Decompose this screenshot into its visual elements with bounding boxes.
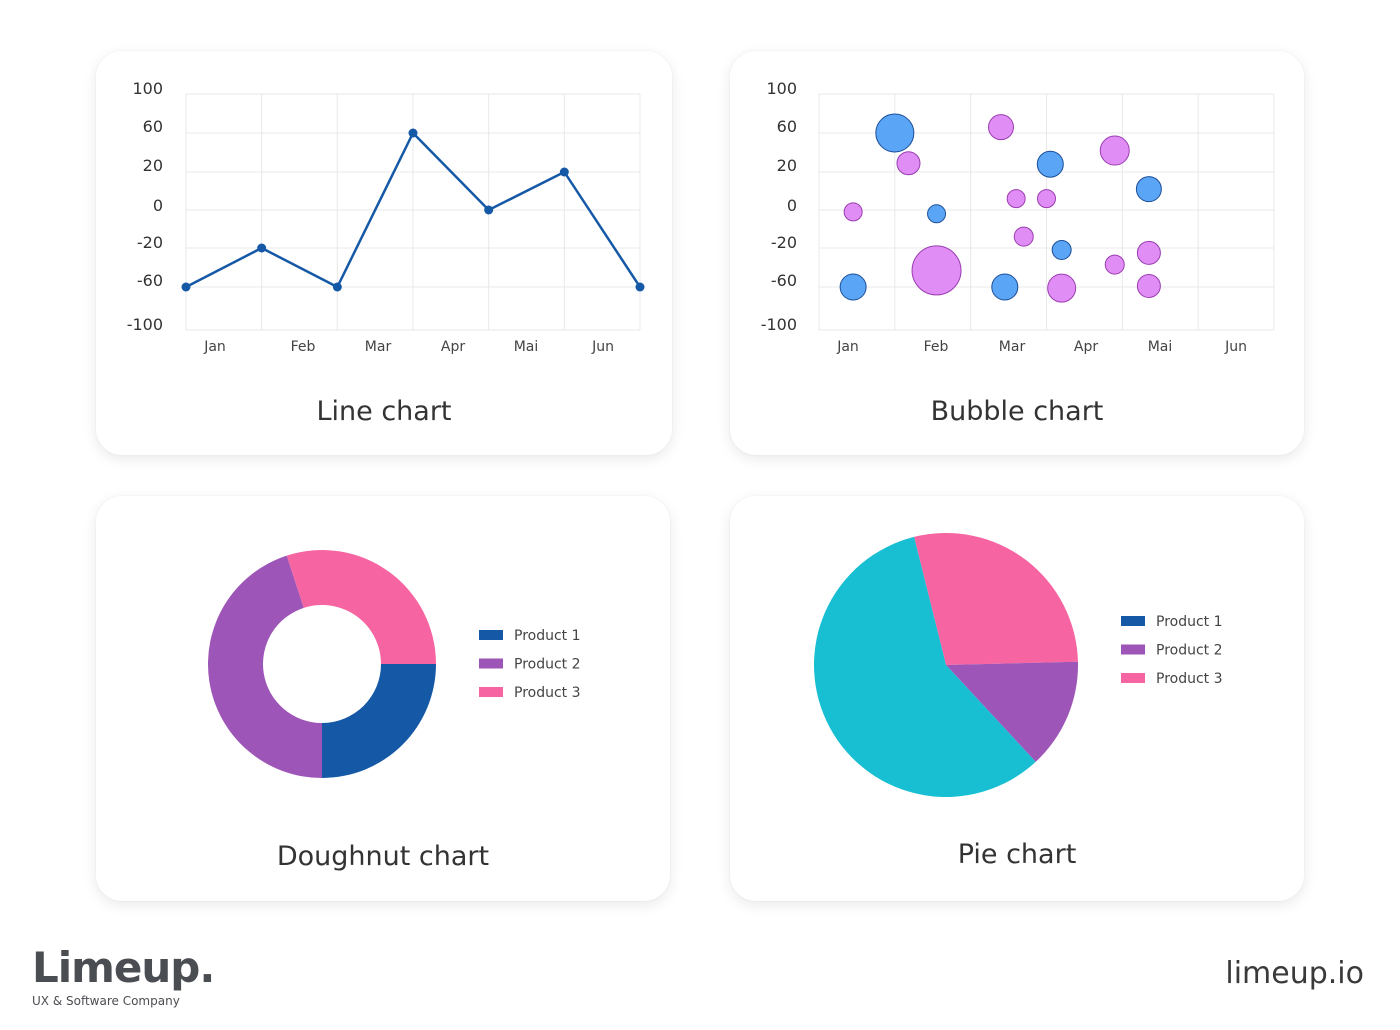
bubble-point: [988, 114, 1014, 141]
line-point: [635, 282, 645, 292]
pie-chart-card: Product 1 Product 2 Product 3 Pie chart: [730, 496, 1304, 901]
x-tick-label: Mar: [365, 339, 392, 355]
bubble-point: [1036, 150, 1064, 178]
legend-swatch: [1121, 644, 1145, 655]
bubble-point: [1136, 274, 1161, 299]
y-tick-label: -100: [127, 315, 163, 334]
pie-slice: [946, 661, 1078, 762]
y-tick-label: -100: [761, 315, 797, 334]
bubble-point: [1006, 189, 1026, 209]
x-tick-label: Jun: [591, 339, 614, 355]
line-point: [484, 205, 494, 215]
x-tick-label: Jan: [203, 339, 226, 355]
line-point: [408, 128, 418, 138]
brand-tagline: UX & Software Company: [32, 994, 180, 1008]
x-tick-label: Apr: [1074, 339, 1098, 355]
bubble-point: [927, 204, 947, 224]
line-chart-svg: 100 60 20 0 -20 -60 -100 Jan Feb Mar Apr Mai Jun: [127, 79, 645, 355]
legend-swatch: [479, 658, 503, 669]
bubble-point: [1135, 176, 1162, 203]
x-tick-label: Mai: [1148, 339, 1173, 355]
y-tick-label: 100: [766, 79, 797, 98]
bubble-chart-card: 100 60 20 0 -20 -60 -100 Jan Feb Mar Apr Mai Jun Bub…: [730, 51, 1304, 455]
x-tick-label: Apr: [441, 339, 465, 355]
legend-swatch: [479, 630, 503, 640]
bubble-point: [1104, 254, 1125, 275]
y-tick-label: 100: [132, 79, 163, 98]
bubble-point: [1013, 226, 1034, 247]
doughnut-chart-svg: Product 1 Product 2 Product 3: [207, 550, 581, 778]
bubble-point: [1099, 135, 1130, 166]
bubble-point: [1136, 240, 1161, 265]
doughnut-chart-card: Product 1 Product 2 Product 3 Doughnut cha…: [96, 496, 670, 901]
line-chart-card: 100 60 20 0 -20 -60 -100 Jan Feb Mar Apr Mai Jun Lin…: [96, 51, 672, 455]
line-point: [257, 243, 267, 253]
doughnut-chart-title: Doughnut chart: [276, 841, 490, 872]
bubble-chart-svg: 100 60 20 0 -20 -60 -100 Jan Feb Mar Apr Mai Jun: [761, 79, 1275, 355]
bubble-point: [1037, 189, 1056, 209]
line-point: [332, 282, 342, 292]
line-chart-title: Line chart: [316, 396, 452, 427]
y-tick-label: -60: [771, 271, 797, 290]
legend-swatch: [1121, 616, 1145, 626]
legend-swatch: [479, 687, 503, 697]
y-tick-label: 0: [153, 196, 163, 215]
x-tick-label: Feb: [924, 339, 949, 355]
line-point: [181, 282, 191, 292]
bubble-chart-title: Bubble chart: [930, 396, 1104, 427]
bubble-point: [839, 273, 867, 301]
brand-name: Limeup.: [32, 943, 215, 992]
bubble-point: [1051, 239, 1072, 260]
legend-label: Product 2: [1156, 643, 1223, 659]
x-tick-label: Feb: [291, 339, 316, 355]
brand-site: limeup.io: [1225, 956, 1364, 991]
doughnut-slice: [207, 555, 322, 778]
x-tick-label: Mai: [514, 339, 539, 355]
legend-swatch: [1121, 673, 1145, 683]
pie-chart-title: Pie chart: [957, 839, 1077, 870]
bubble-point: [896, 151, 921, 176]
x-tick-label: Mar: [999, 339, 1026, 355]
bubble-point: [1047, 273, 1077, 303]
legend-label: Product 3: [514, 685, 581, 701]
legend-label: Product 2: [514, 657, 581, 673]
brand-logo: Limeup. UX & Software Company: [32, 943, 215, 1009]
bubble-point: [875, 113, 915, 153]
legend-label: Product 1: [1156, 614, 1223, 630]
y-tick-label: 20: [777, 156, 797, 175]
legend-label: Product 1: [514, 628, 581, 644]
doughnut-slice: [322, 664, 436, 778]
y-tick-label: 0: [787, 196, 797, 215]
legend-label: Product 3: [1156, 671, 1223, 687]
bubble-point: [911, 245, 962, 296]
x-tick-label: Jun: [1224, 339, 1247, 355]
y-tick-label: -20: [137, 233, 163, 252]
y-tick-label: 60: [143, 117, 163, 136]
pie-slice: [914, 533, 1078, 665]
y-tick-label: 60: [777, 117, 797, 136]
x-tick-label: Jan: [836, 339, 859, 355]
pie-slice: [814, 536, 1036, 797]
y-tick-label: 20: [143, 156, 163, 175]
bubble-point: [991, 273, 1019, 301]
line-point: [559, 167, 569, 177]
doughnut-slice: [286, 550, 436, 664]
y-tick-label: -20: [771, 233, 797, 252]
y-tick-label: -60: [137, 271, 163, 290]
pie-chart-svg: Product 1 Product 2 Product 3: [814, 533, 1223, 797]
bubble-point: [843, 202, 863, 222]
